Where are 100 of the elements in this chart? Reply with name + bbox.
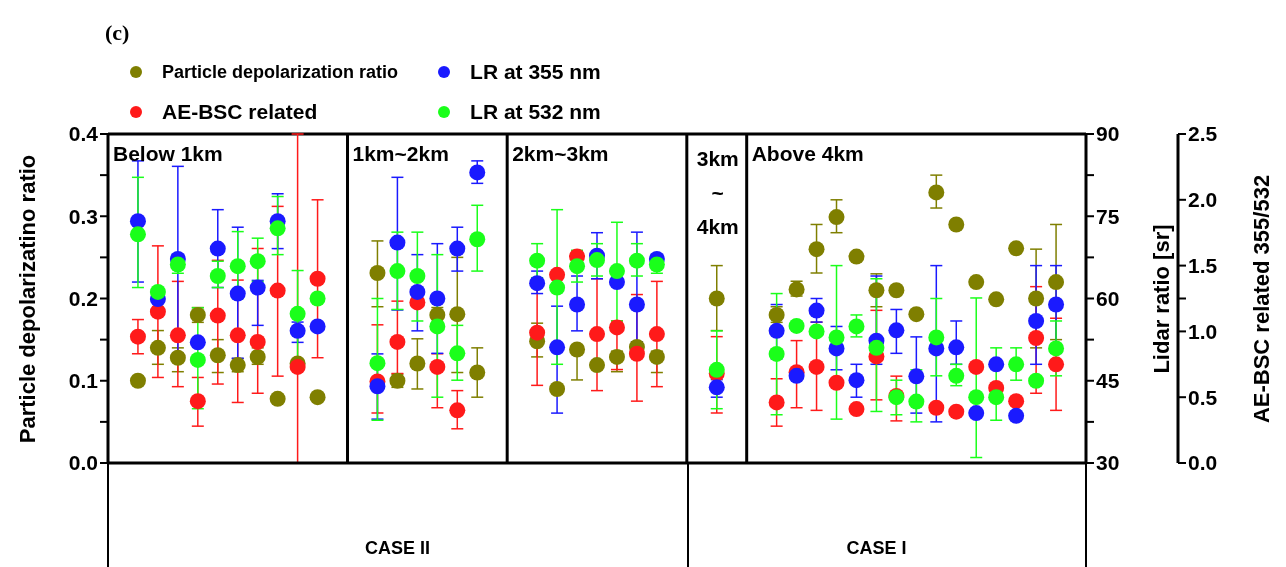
point [269, 390, 286, 407]
chart-title: (c) [105, 20, 130, 46]
y-tick-label: 0.4 [68, 122, 99, 146]
point [628, 345, 645, 362]
point [608, 348, 625, 365]
point [968, 389, 985, 406]
y2-tick-label: 30 [1096, 451, 1120, 475]
point [768, 394, 785, 411]
y-tick-label: 0.0 [68, 451, 98, 475]
point [948, 367, 965, 384]
x-tick-label: CASE I [846, 537, 907, 558]
point [209, 347, 226, 364]
point [968, 405, 985, 422]
y-tick-label: 0.3 [68, 204, 98, 228]
point [529, 275, 546, 292]
point [968, 358, 985, 375]
point [768, 345, 785, 362]
point [648, 326, 665, 343]
point [209, 307, 226, 324]
y3-tick-label: 0.5 [1188, 385, 1218, 409]
point [808, 302, 825, 319]
point [848, 401, 865, 418]
point [708, 361, 725, 378]
point [628, 252, 645, 269]
point [229, 285, 246, 302]
y3-tick-label: 1.5 [1188, 254, 1218, 278]
x-tick-label: CASE II [364, 537, 430, 558]
point [988, 356, 1005, 373]
y-axis-title: Particle depolarizatino ratio [15, 154, 41, 443]
point [189, 351, 206, 368]
legend-label: AE-BSC related [162, 100, 318, 124]
point [449, 240, 466, 257]
point [1048, 356, 1065, 373]
point [529, 324, 546, 341]
y2-tick-label: 90 [1096, 122, 1120, 146]
point [169, 327, 186, 344]
legend-label: LR at 532 nm [470, 100, 601, 124]
point [149, 283, 166, 300]
point [888, 322, 905, 339]
point [249, 333, 266, 350]
point [608, 263, 625, 280]
point [928, 184, 945, 201]
point [948, 403, 965, 420]
point [589, 252, 605, 269]
y3-tick-label: 1.0 [1188, 319, 1218, 343]
y2-tick-label: 45 [1096, 369, 1120, 393]
point [209, 240, 226, 257]
point [988, 291, 1005, 308]
point [309, 270, 326, 287]
point [249, 253, 266, 270]
point [1048, 340, 1065, 357]
point [429, 358, 446, 375]
point [1028, 312, 1045, 329]
y-tick-label: 0.1 [68, 369, 99, 393]
point [608, 319, 625, 336]
point [389, 333, 406, 350]
point [828, 374, 845, 391]
point [868, 282, 885, 299]
point [129, 372, 146, 389]
point [628, 296, 645, 313]
annotation: 1km~2km [352, 142, 450, 166]
point [888, 282, 905, 299]
point [648, 348, 665, 365]
annotation: 2km~3km [512, 142, 610, 166]
point [269, 282, 286, 299]
point [968, 274, 985, 291]
point [469, 364, 486, 381]
point [449, 345, 466, 362]
point [309, 318, 326, 335]
point [868, 339, 885, 356]
point [129, 213, 146, 230]
point [549, 339, 566, 356]
point [409, 283, 426, 300]
point [908, 393, 925, 410]
y3-tick-label: 2.0 [1188, 188, 1218, 212]
point [469, 164, 486, 181]
point [948, 216, 965, 233]
point [529, 252, 546, 269]
point [429, 290, 446, 307]
point [908, 368, 925, 385]
y-tick-label: 0.2 [68, 286, 98, 310]
point [589, 326, 605, 343]
point [549, 380, 566, 397]
point [289, 305, 306, 322]
point [149, 339, 166, 356]
point [1048, 274, 1065, 291]
point [549, 279, 566, 296]
y3-axis-title: AE-BSC related 355/532 [1249, 174, 1275, 423]
y3-tick-label: 0.0 [1188, 451, 1218, 475]
point [808, 358, 825, 375]
point [1028, 329, 1045, 346]
legend-label: LR at 355 nm [470, 60, 601, 84]
point [788, 317, 805, 334]
point [409, 355, 426, 372]
point [848, 318, 865, 335]
point [1028, 372, 1045, 389]
point [848, 248, 865, 265]
point [928, 399, 945, 416]
point [229, 258, 246, 275]
point [449, 306, 466, 323]
